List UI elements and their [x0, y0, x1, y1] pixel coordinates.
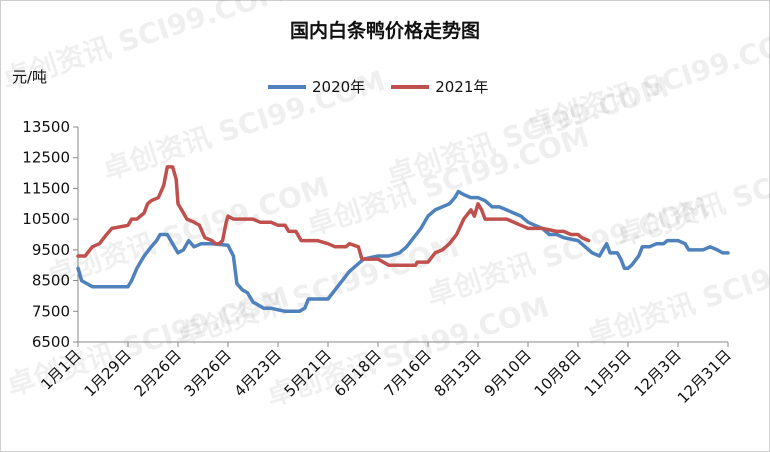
x-tick-label: 2月26日	[131, 346, 185, 400]
x-tick-label: 1月1日	[37, 346, 84, 393]
y-tick-label: 11500	[22, 179, 70, 197]
y-axis-unit-label: 元/吨	[12, 68, 48, 86]
legend-label-2021: 2021年	[435, 78, 489, 96]
x-tick-label: 11月5日	[581, 346, 635, 400]
x-tick-label: 3月26日	[181, 346, 235, 400]
legend-item-2021: 2021年	[391, 76, 488, 97]
y-tick-label: 9500	[32, 241, 70, 259]
x-tick-label: 4月23日	[231, 346, 285, 400]
y-tick-label: 8500	[32, 272, 70, 290]
legend-label-2020: 2020年	[312, 78, 366, 96]
x-tick-label: 5月21日	[281, 346, 335, 400]
y-tick-label: 10500	[22, 210, 70, 228]
x-tick-label: 10月8日	[531, 346, 585, 400]
series-line-2021	[76, 165, 591, 267]
y-tick-label: 13500	[22, 118, 70, 136]
legend: 2020年 2021年	[268, 76, 488, 97]
legend-item-2020: 2020年	[268, 76, 365, 97]
series-line-2020	[76, 189, 730, 314]
x-tick-label: 1月29日	[81, 346, 135, 400]
x-tick-label: 12月31日	[674, 346, 735, 407]
y-tick-label: 7500	[32, 302, 70, 320]
chart-title: 国内白条鸭价格走势图	[289, 20, 480, 42]
legend-swatch-2021	[391, 84, 430, 89]
x-tick-label: 9月10日	[481, 346, 535, 400]
x-tick-label: 6月18日	[331, 346, 385, 400]
legend-swatch-2020	[268, 84, 306, 89]
x-tick-label: 7月16日	[381, 346, 435, 400]
x-tick-label: 8月13日	[431, 346, 485, 400]
y-tick-label: 12500	[22, 149, 70, 167]
y-tick-label: 6500	[32, 333, 70, 351]
